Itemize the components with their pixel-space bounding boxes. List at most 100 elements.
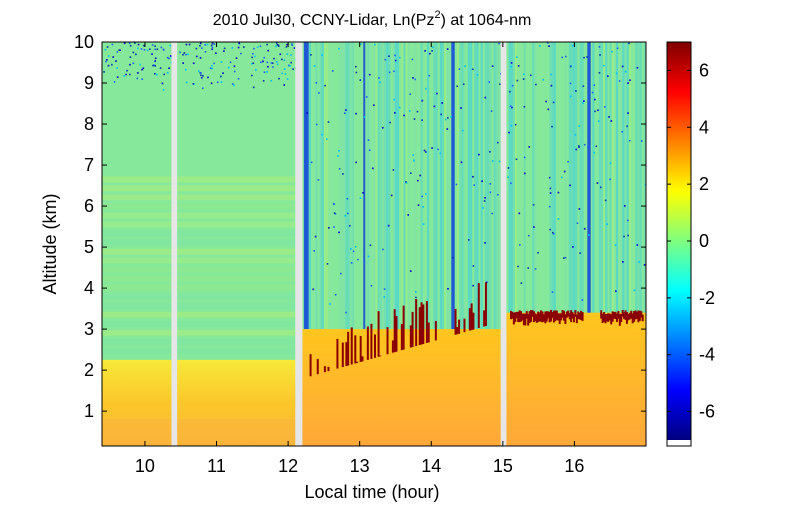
low-signal-column (587, 42, 590, 330)
noise-dot (429, 52, 431, 55)
noise-dot (355, 65, 357, 68)
y-tick-label: 3 (84, 319, 94, 339)
noise-dot (283, 84, 286, 86)
noise-dot (546, 42, 549, 44)
low-signal-column (451, 42, 454, 330)
noise-dot (424, 87, 427, 90)
noise-dot (111, 63, 113, 66)
x-tick-label: 15 (493, 456, 513, 476)
noise-dot (387, 224, 390, 227)
noise-dot (527, 267, 530, 269)
noise-dot (166, 72, 169, 74)
noise-dot (262, 60, 264, 63)
signal-streak (615, 42, 619, 346)
y-tick-label: 4 (84, 278, 94, 298)
noise-dot (160, 46, 163, 49)
noise-dot (417, 204, 420, 206)
noise-dot (237, 46, 240, 49)
noise-dot (137, 43, 140, 46)
noise-dot (563, 170, 566, 173)
noise-dot (331, 70, 334, 72)
x-tick-label: 10 (135, 456, 155, 476)
signal-streak (553, 42, 556, 346)
noise-dot (460, 161, 463, 164)
noise-dot (528, 146, 531, 148)
signal-streak (489, 42, 492, 346)
noise-dot (538, 45, 541, 47)
cloud-top-mark (400, 323, 403, 351)
elevated-layer-top (635, 311, 638, 319)
noise-dot (517, 265, 519, 268)
signal-streak (592, 42, 595, 346)
noise-dot (615, 72, 618, 75)
noise-dot (105, 60, 107, 63)
signal-streak (467, 42, 470, 346)
elevated-layer-top (625, 312, 628, 324)
noise-dot (482, 207, 484, 209)
signal-streak (515, 42, 518, 346)
noise-dot (425, 151, 427, 153)
noise-dot (154, 48, 157, 51)
noise-dot (569, 65, 572, 68)
y-tick-label: 6 (84, 196, 94, 216)
noise-dot (572, 246, 574, 248)
noise-dot (587, 96, 590, 99)
cloud-top-mark (345, 342, 348, 367)
noise-dot (277, 45, 280, 47)
signal-streak (643, 42, 646, 346)
noise-dot (557, 191, 560, 194)
cloud-top-mark (420, 302, 423, 345)
noise-dot (338, 150, 340, 152)
noise-dot (431, 147, 433, 149)
elevated-layer-top (542, 314, 545, 322)
troposphere-band (102, 194, 296, 201)
noise-dot (123, 42, 126, 45)
noise-dot (599, 186, 602, 189)
noise-dot (141, 78, 144, 80)
y-tick-label: 10 (74, 32, 94, 52)
noise-dot (132, 62, 135, 65)
noise-dot (210, 44, 213, 47)
noise-dot (481, 180, 483, 182)
elevated-layer-top (621, 309, 624, 317)
elevated-layer-top (535, 314, 538, 323)
noise-dot (633, 289, 636, 292)
noise-dot (626, 125, 628, 128)
noise-dot (379, 81, 381, 84)
noise-dot (346, 197, 349, 200)
x-tick-label: 14 (421, 456, 441, 476)
noise-dot (125, 73, 128, 76)
noise-dot (616, 47, 619, 50)
signal-streak (349, 42, 352, 346)
aerosol-layer (506, 312, 646, 446)
elevated-layer-top (614, 311, 617, 320)
noise-dot (547, 108, 550, 111)
noise-dot (424, 193, 427, 195)
low-signal-column (305, 42, 308, 330)
elevated-layer-top (575, 314, 578, 324)
signal-streak (579, 42, 582, 346)
noise-dot (252, 86, 255, 89)
noise-dot (162, 48, 165, 51)
noise-dot (414, 78, 417, 81)
noise-dot (207, 76, 209, 79)
noise-dot (116, 51, 119, 53)
signal-streak (341, 42, 344, 346)
noise-dot (276, 63, 279, 66)
noise-dot (216, 81, 219, 84)
noise-dot (446, 48, 449, 50)
noise-dot (628, 139, 631, 142)
noise-dot (115, 60, 117, 62)
noise-dot (273, 57, 275, 60)
elevated-layer-top (555, 310, 558, 320)
noise-dot (409, 93, 412, 95)
noise-dot (215, 52, 217, 55)
data-gap (295, 42, 303, 446)
noise-dot (168, 67, 170, 70)
elevated-layer-top (510, 310, 512, 320)
noise-dot (598, 71, 601, 74)
noise-dot (250, 62, 253, 65)
noise-dot (104, 48, 107, 51)
noise-dot (185, 43, 188, 46)
noise-dot (411, 58, 414, 61)
